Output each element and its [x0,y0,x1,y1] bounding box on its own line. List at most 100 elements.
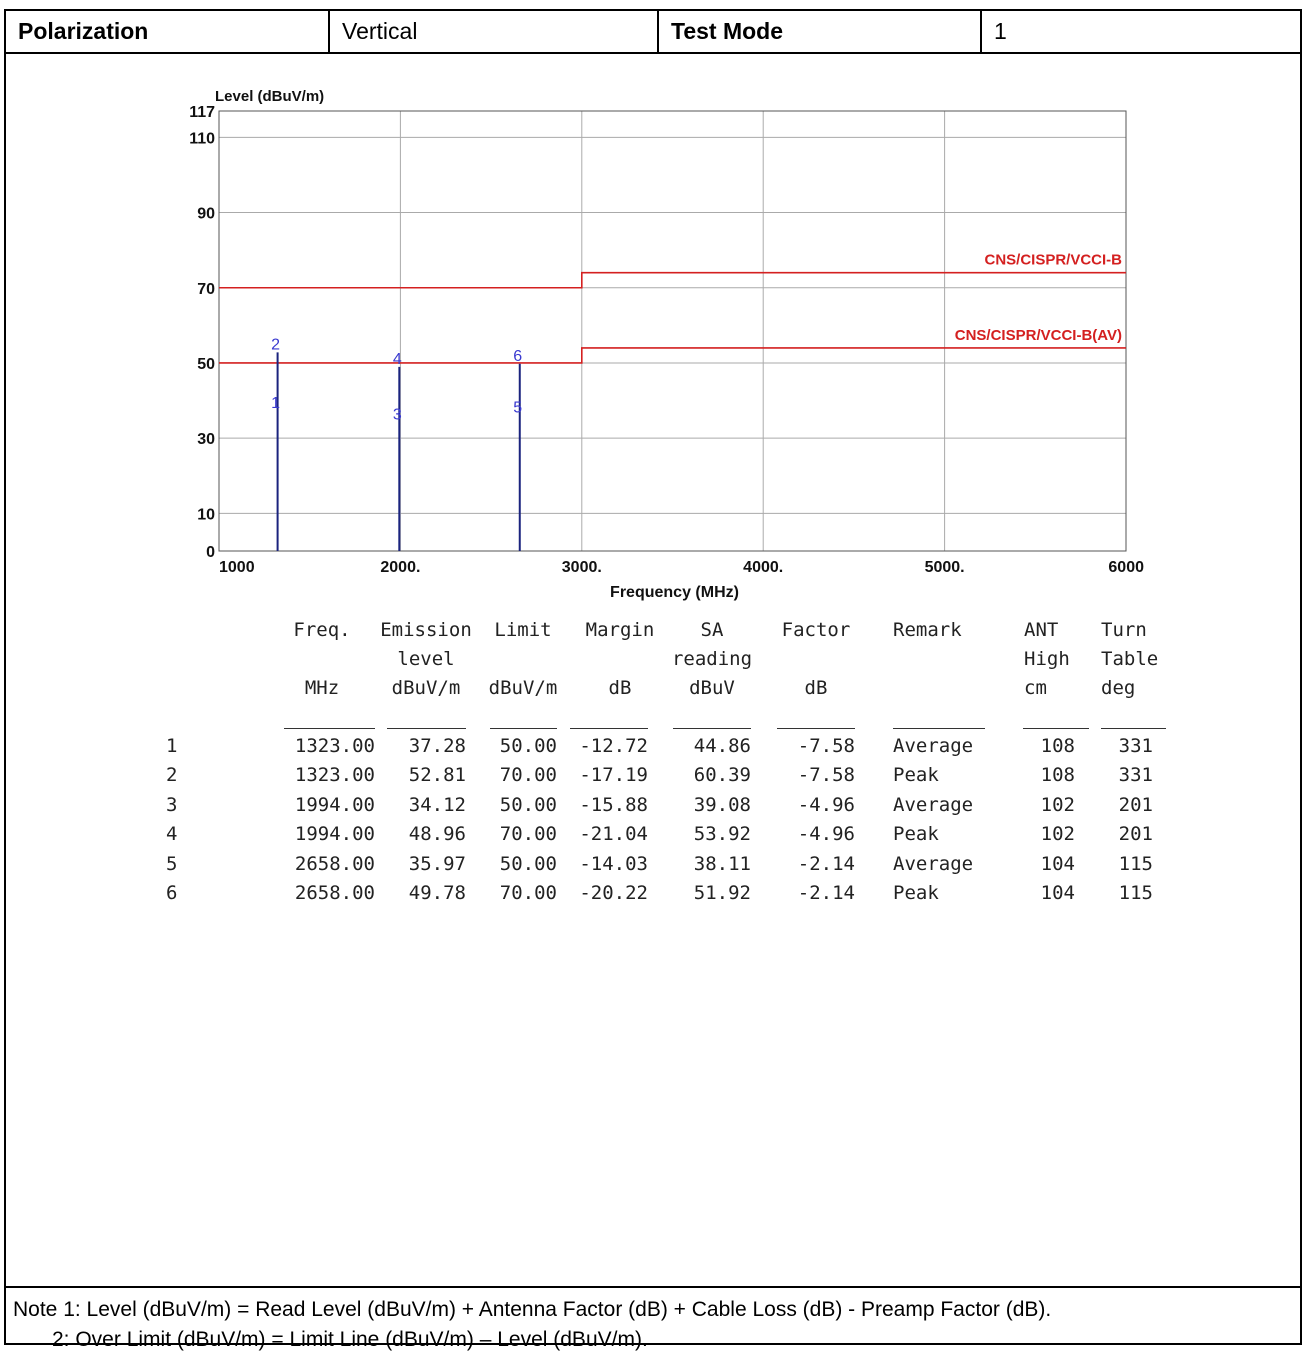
note-1: Note 1: Level (dBuV/m) = Read Level (dBu… [13,1298,1052,1321]
table-cell: -20.22 [579,882,648,904]
limit-line-label: CNS/CISPR/VCCI-B [984,252,1122,269]
table-cell: 115 [1118,882,1153,904]
test-mode-value: 1 [994,18,1007,44]
table-header-cell: Remark [893,619,962,641]
table-cell: 104 [1040,852,1075,875]
table-header-cell: Turn [1101,619,1147,641]
table-header-cell: MHz [304,677,340,699]
test-mode-label: Test Mode [671,18,784,44]
table-cell: 102 [1040,793,1075,816]
table-cell: 331 [1118,735,1153,757]
table-cell: 201 [1118,823,1153,846]
table-cell: 108 [1040,735,1075,757]
table-cell: 1994.00 [294,793,375,816]
table-cell: 52.81 [408,764,466,787]
table-cell: 60.39 [693,764,751,787]
x-axis-title: Frequency (MHz) [610,584,739,601]
y-tick-label: 30 [197,431,215,448]
limit-line [219,347,1126,364]
x-tick-label: 2000. [380,559,420,576]
y-tick-label: 70 [197,281,215,298]
table-cell: 108 [1040,764,1075,787]
table-header-underline [893,728,985,729]
table-header-cell: dBuV/m [488,677,558,699]
table-cell: -4.96 [797,793,855,816]
table-header-underline [570,728,648,729]
table-cell: -21.04 [579,823,648,846]
table-header-underline [387,728,466,729]
table-header-underline [490,728,557,729]
y-tick-label: 0 [206,544,215,561]
table-cell: -4.96 [797,823,855,846]
marker-label: 1 [271,395,280,412]
table-cell: 51.92 [693,882,751,904]
table-cell: -2.14 [797,882,855,904]
table-cell: 1323.00 [294,764,375,787]
table-header-underline [777,728,855,729]
table-header-cell: dB [804,677,828,699]
table-header-cell: level [397,648,455,670]
table-cell: 2658.00 [294,852,375,875]
x-tick-label: 3000. [562,559,602,576]
table-row-index: 3 [166,793,178,816]
table-cell: 2658.00 [294,882,375,904]
table-row-index: 2 [166,764,178,787]
table-cell: 50.00 [499,793,557,816]
table-header-cell: dBuV/m [391,677,461,699]
table-cell: 104 [1040,882,1075,904]
table-cell: 1323.00 [294,735,375,757]
info-header: Polarization Vertical Test Mode 1 [6,11,1300,54]
table-cell: 53.92 [693,823,751,846]
notes-section: Note 1: Level (dBuV/m) = Read Level (dBu… [6,1286,1300,1351]
y-tick-label: 110 [189,130,215,147]
table-row-index: 6 [166,882,178,904]
table-cell: 39.08 [693,793,751,816]
limit-line [219,271,1126,289]
header-divider [328,11,330,52]
y-tick-label: 10 [197,506,215,523]
table-header-cell: reading [671,648,753,670]
table-header-cell: Limit [494,619,552,641]
table-cell: 38.11 [693,852,751,875]
chart-svg: CNS/CISPR/VCCI-B CNS/CISPR/VCCI-B(AV) 1 2 3 4… [189,88,1144,601]
y-tick-label: 50 [197,356,215,373]
table-header-cell: High [1024,648,1070,670]
table-cell: Peak [893,882,939,904]
table-cell: -7.58 [797,764,855,787]
table-cell: 49.78 [408,882,466,904]
report-frame: Polarization Vertical Test Mode 1 Note 1… [4,9,1302,1351]
table-header-cell: SA [700,619,724,641]
table-header-cell: ANT [1024,619,1059,641]
table-header-cell: Freq. [293,619,351,641]
table-cell: 201 [1118,793,1153,816]
table-cell: 115 [1118,852,1153,875]
x-tick-label: 5000. [925,559,965,576]
emission-chart: CNS/CISPR/VCCI-B CNS/CISPR/VCCI-B(AV) 1 2 3 4… [0,0,1307,615]
polarization-value: Vertical [342,18,418,44]
marker-label: 5 [513,400,522,417]
limit-line-label: CNS/CISPR/VCCI-B(AV) [955,327,1122,344]
table-cell: -17.19 [579,764,648,787]
table-cell: 37.28 [408,735,466,757]
y-tick-label: 117 [189,104,215,121]
marker-label: 4 [393,351,402,368]
table-header-underline [1023,728,1089,729]
table-cell: 50.00 [499,735,557,757]
table-cell: 34.12 [408,793,466,816]
table-row-index: 1 [166,735,178,757]
table-header-cell: dBuV [689,677,735,699]
table-cell: 1994.00 [294,823,375,846]
table-cell: 35.97 [408,852,466,875]
table-cell: Peak [893,764,939,787]
marker-label: 2 [271,336,280,353]
table-cell: -15.88 [579,793,648,816]
polarization-label: Polarization [18,18,149,44]
table-cell: 70.00 [499,823,557,846]
table-cell: -2.14 [797,852,855,875]
table-cell: Peak [893,823,939,846]
table-header-cell: Margin [585,619,655,641]
table-cell: Average [893,852,974,875]
table-cell: 102 [1040,823,1075,846]
table-cell: 44.86 [693,735,751,757]
table-cell: 70.00 [499,764,557,787]
